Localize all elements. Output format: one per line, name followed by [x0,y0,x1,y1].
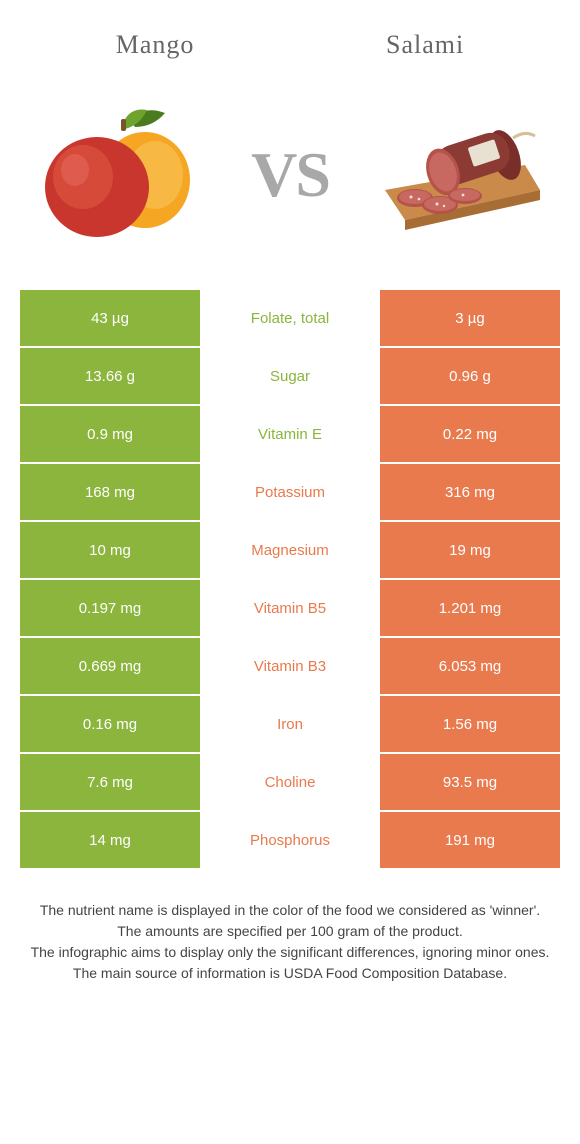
nutrient-label: Vitamin B3 [200,638,380,694]
nutrient-label: Vitamin B5 [200,580,380,636]
right-value-cell: 1.56 mg [380,696,560,752]
footer-line: The infographic aims to display only the… [20,942,560,963]
right-food-title: Salami [386,30,464,60]
left-value-cell: 43 µg [20,290,200,346]
table-row: 0.16 mgIron1.56 mg [20,696,560,752]
left-value-cell: 0.669 mg [20,638,200,694]
right-value-cell: 1.201 mg [380,580,560,636]
left-value-cell: 13.66 g [20,348,200,404]
right-value-cell: 0.96 g [380,348,560,404]
nutrient-label: Iron [200,696,380,752]
nutrient-label: Folate, total [200,290,380,346]
footer-line: The nutrient name is displayed in the co… [20,900,560,921]
footer-line: The amounts are specified per 100 gram o… [20,921,560,942]
left-value-cell: 7.6 mg [20,754,200,810]
left-food-title: Mango [116,30,195,60]
table-row: 0.197 mgVitamin B51.201 mg [20,580,560,636]
table-row: 7.6 mgCholine93.5 mg [20,754,560,810]
right-value-cell: 19 mg [380,522,560,578]
right-value-cell: 6.053 mg [380,638,560,694]
left-value-cell: 10 mg [20,522,200,578]
nutrient-label: Sugar [200,348,380,404]
nutrient-label: Magnesium [200,522,380,578]
right-value-cell: 316 mg [380,464,560,520]
table-row: 0.9 mgVitamin E0.22 mg [20,406,560,462]
mango-image [30,100,210,250]
nutrient-label: Phosphorus [200,812,380,868]
salami-image [370,100,550,250]
left-value-cell: 0.16 mg [20,696,200,752]
header: Mango Salami [0,0,580,80]
table-row: 14 mgPhosphorus191 mg [20,812,560,868]
right-value-cell: 93.5 mg [380,754,560,810]
right-value-cell: 191 mg [380,812,560,868]
left-value-cell: 0.197 mg [20,580,200,636]
footer-line: The main source of information is USDA F… [20,963,560,984]
table-row: 10 mgMagnesium19 mg [20,522,560,578]
hero-row: VS [0,80,580,290]
table-row: 0.669 mgVitamin B36.053 mg [20,638,560,694]
table-row: 13.66 gSugar0.96 g [20,348,560,404]
comparison-table: 43 µgFolate, total3 µg13.66 gSugar0.96 g… [20,290,560,868]
vs-label: VS [251,138,329,212]
right-value-cell: 0.22 mg [380,406,560,462]
nutrient-label: Potassium [200,464,380,520]
left-value-cell: 14 mg [20,812,200,868]
left-value-cell: 0.9 mg [20,406,200,462]
right-value-cell: 3 µg [380,290,560,346]
left-value-cell: 168 mg [20,464,200,520]
nutrient-label: Choline [200,754,380,810]
footer-notes: The nutrient name is displayed in the co… [0,870,580,994]
table-row: 168 mgPotassium316 mg [20,464,560,520]
table-row: 43 µgFolate, total3 µg [20,290,560,346]
nutrient-label: Vitamin E [200,406,380,462]
